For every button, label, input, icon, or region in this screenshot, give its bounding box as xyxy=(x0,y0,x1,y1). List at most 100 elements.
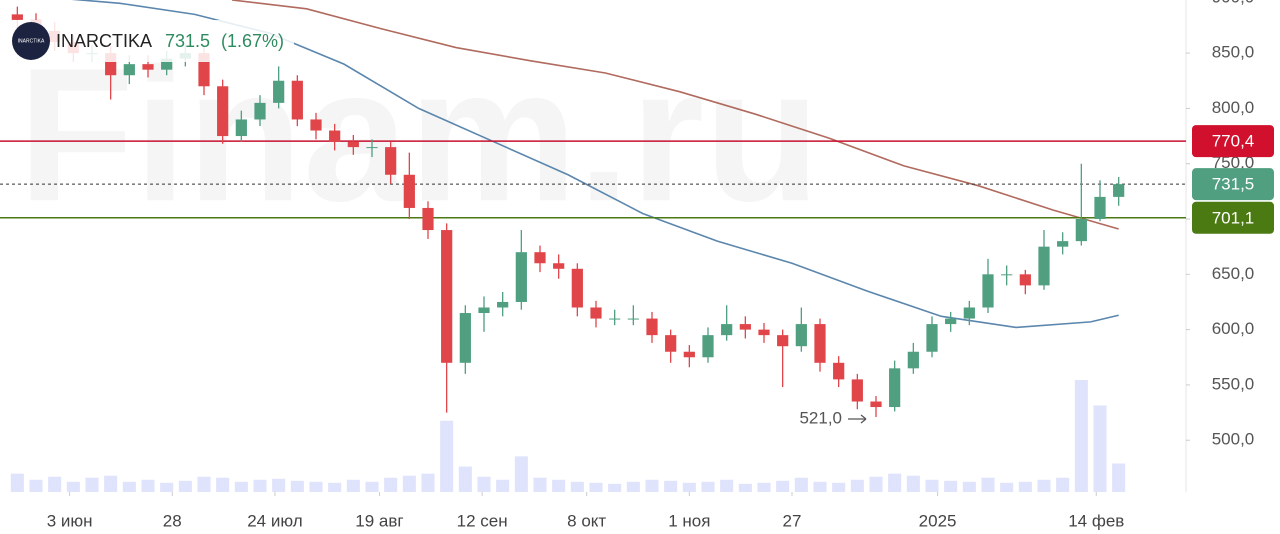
volume-bar xyxy=(552,479,566,492)
volume-bar xyxy=(66,481,80,492)
volume-bar xyxy=(682,482,696,492)
candle-body xyxy=(142,64,154,70)
volume-bar xyxy=(309,481,323,492)
volume-bar xyxy=(365,481,379,492)
volume-bar xyxy=(272,478,286,492)
volume-bar xyxy=(776,480,790,492)
candle-body xyxy=(497,301,509,308)
candle-body xyxy=(385,147,397,175)
candle-body xyxy=(161,58,173,70)
candle-body xyxy=(310,119,322,131)
x-tick-label: 2025 xyxy=(919,511,957,530)
level-box xyxy=(1192,201,1274,234)
candle-body xyxy=(515,252,527,302)
volume-bar xyxy=(384,477,398,492)
candle-body xyxy=(758,329,770,336)
level-label: 701,1 xyxy=(1212,208,1255,227)
volume-bar xyxy=(48,476,62,492)
candle-body xyxy=(1057,241,1069,247)
level-label: 770,4 xyxy=(1212,132,1255,151)
volume-bar xyxy=(197,476,211,492)
y-tick-label: 550,0 xyxy=(1212,374,1255,393)
candle-body xyxy=(571,268,583,308)
volume-bar xyxy=(925,479,939,492)
volume-bar xyxy=(533,477,547,492)
volume-bar xyxy=(1056,477,1070,492)
volume-bar xyxy=(104,475,118,492)
candle-body xyxy=(366,147,378,149)
volume-bar xyxy=(906,475,920,492)
candle-body xyxy=(1038,246,1050,286)
candle-body xyxy=(907,351,919,369)
moving-average xyxy=(231,0,1119,230)
candle-body xyxy=(870,401,882,408)
volume-bar xyxy=(944,480,958,492)
volume-bar xyxy=(1018,481,1032,492)
candle-body xyxy=(235,119,247,137)
volume-bar xyxy=(738,483,752,492)
candle-body xyxy=(1019,274,1031,286)
header-bg xyxy=(4,20,294,62)
y-tick-label: 800,0 xyxy=(1212,98,1255,117)
y-tick-label: 500,0 xyxy=(1212,430,1255,449)
volume-bar xyxy=(514,456,528,492)
candle-body xyxy=(105,53,117,76)
candle-body xyxy=(702,335,714,358)
volume-bar xyxy=(757,482,771,492)
volume-bar xyxy=(1074,380,1088,492)
candle-body xyxy=(814,324,826,363)
volume-bar xyxy=(981,477,995,492)
level-box xyxy=(1192,125,1274,158)
candle-body xyxy=(441,230,453,363)
volume-bar xyxy=(589,482,603,492)
candle-body xyxy=(1001,274,1013,276)
volume-bar xyxy=(664,480,678,492)
volume-bar xyxy=(720,479,734,492)
symbol: INARCTIKA xyxy=(56,31,152,51)
y-tick-label: 850,0 xyxy=(1212,43,1255,62)
candle-body xyxy=(963,307,975,319)
candle-body xyxy=(347,141,359,148)
annotation-arrowhead xyxy=(860,414,867,424)
volume-bar xyxy=(234,481,248,492)
volume-bar xyxy=(216,477,230,492)
x-tick-label: 14 фев xyxy=(1068,511,1124,530)
x-tick-label: 27 xyxy=(783,511,802,530)
candle-body xyxy=(1113,184,1125,197)
volume-bar xyxy=(794,477,808,492)
volume-bar xyxy=(160,482,174,492)
candle-body xyxy=(665,335,677,352)
candle-body xyxy=(329,130,341,142)
level-label: 731,5 xyxy=(1212,175,1255,194)
volume-bar xyxy=(701,481,715,492)
x-tick-label: 3 июн xyxy=(47,511,93,530)
y-tick-label: 600,0 xyxy=(1212,319,1255,338)
x-tick-label: 28 xyxy=(163,511,182,530)
volume-bar xyxy=(850,479,864,492)
volume-bar xyxy=(1093,405,1107,492)
candle-body xyxy=(833,362,845,380)
x-tick-label: 8 окт xyxy=(567,511,606,530)
volume-bar xyxy=(458,466,472,492)
level-box xyxy=(1192,168,1274,201)
x-tick-label: 19 авг xyxy=(355,511,403,530)
y-tick-label: 900,0 xyxy=(1212,0,1255,6)
volume-bar xyxy=(962,481,976,492)
volume-bar xyxy=(496,479,510,492)
candle-body xyxy=(254,102,266,120)
volume-bar xyxy=(477,476,491,492)
volume-bar xyxy=(832,482,846,492)
volume-bar xyxy=(1037,479,1051,492)
x-tick-label: 12 сен xyxy=(457,511,508,530)
volume-bar xyxy=(346,479,360,492)
candle-body xyxy=(889,368,901,408)
volume-bar xyxy=(1112,463,1126,492)
x-tick-label: 24 июл xyxy=(247,511,302,530)
volume-bar xyxy=(290,480,304,492)
volume-bar xyxy=(608,483,622,492)
candle-body xyxy=(198,53,210,87)
candle-body xyxy=(123,64,135,76)
candle-body xyxy=(403,174,415,208)
volume-bar xyxy=(328,482,342,492)
